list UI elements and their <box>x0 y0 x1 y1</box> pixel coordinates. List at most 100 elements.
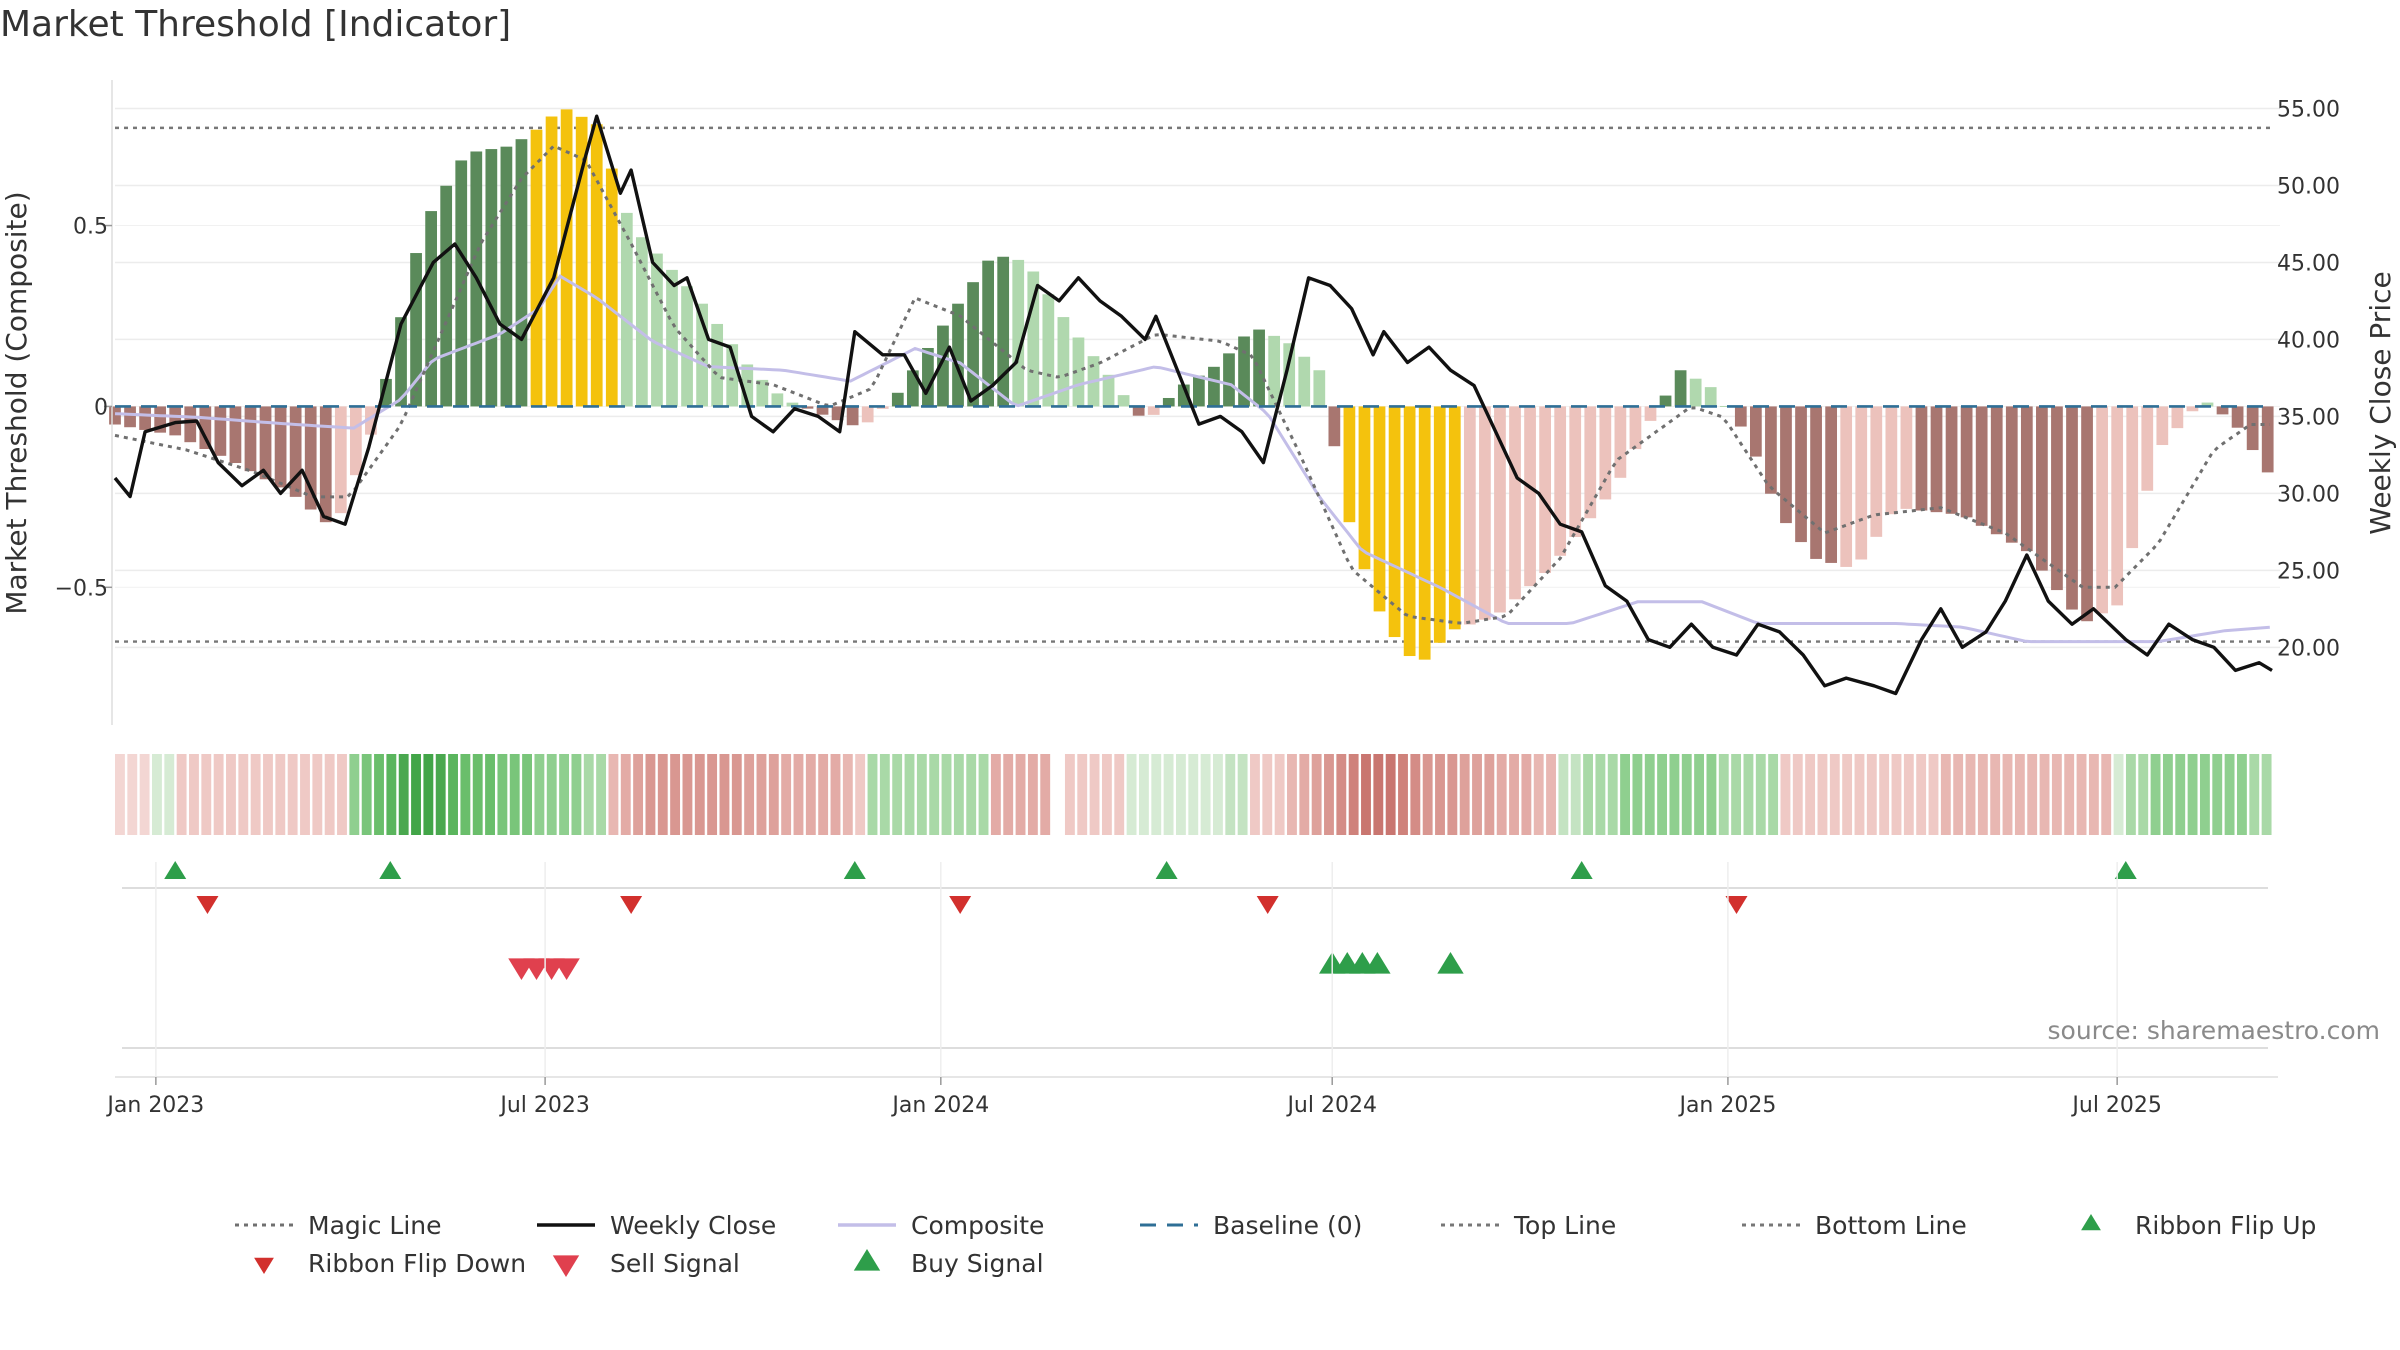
ribbon-segment <box>929 754 940 835</box>
composite-bar <box>2020 406 2033 552</box>
ribbon-segment <box>2212 754 2223 835</box>
y-axis-label-left: Market Threshold (Composite) <box>0 191 33 614</box>
legend-label: Top Line <box>1513 1211 1616 1240</box>
ribbon-segment <box>1595 754 1606 835</box>
ribbon-segment <box>855 754 866 835</box>
composite-bar <box>1509 406 1521 600</box>
ribbon-segment <box>2002 754 2013 835</box>
ribbon-flip-up-marker <box>843 861 866 879</box>
ribbon-segment <box>1459 754 1470 835</box>
composite-bar <box>726 344 739 407</box>
composite-bar <box>1238 336 1250 407</box>
composite-bar <box>1283 343 1296 407</box>
ribbon-segment <box>1755 754 1766 835</box>
ribbon-flip-up-marker <box>1155 861 1178 879</box>
legend-item: Baseline (0) <box>1140 1211 1362 1240</box>
x-tick-label: Jan 2023 <box>105 1093 204 1118</box>
legend-swatch <box>552 1255 580 1277</box>
weekly-close-line <box>113 114 2273 696</box>
ribbon-segment <box>1151 754 1162 835</box>
ribbon-segment <box>694 754 705 835</box>
composite-bar <box>1494 406 1506 613</box>
ribbon-segment <box>1262 754 1273 835</box>
composite-bar <box>2126 406 2139 549</box>
composite-bar <box>1780 406 1792 524</box>
composite-bar <box>651 253 663 407</box>
ribbon-segment <box>411 754 421 835</box>
y-tick-label-right: 35.00 <box>2277 405 2340 430</box>
composite-bar <box>139 406 151 430</box>
ribbon-segment <box>1768 754 1779 835</box>
composite-bar <box>1132 406 1145 416</box>
ribbon-segment <box>1163 754 1174 835</box>
ribbon-segment <box>818 754 829 835</box>
ribbon-segment <box>1854 754 1865 835</box>
ribbon-segment <box>1521 754 1532 835</box>
composite-bar <box>1177 384 1190 407</box>
ribbon-segment <box>374 754 384 835</box>
ribbon-segment <box>1657 754 1668 835</box>
composite-bar <box>1599 406 1612 500</box>
ribbon-flip-up-marker <box>1570 861 1593 879</box>
legend-label: Buy Signal <box>911 1249 1044 1278</box>
composite-bar <box>199 406 212 450</box>
legend-item: Weekly Close <box>537 1211 776 1240</box>
composite-bar <box>304 406 317 510</box>
composite-bar <box>319 406 332 523</box>
ribbon-segment <box>460 754 471 835</box>
ribbon-segment <box>719 754 730 835</box>
y-tick-label-right: 20.00 <box>2277 636 2340 661</box>
composite-bar <box>380 378 392 407</box>
ribbon-segment <box>953 754 964 835</box>
composite-bar <box>1463 406 1476 625</box>
composite-bar <box>425 211 438 407</box>
source-credit: source: sharemaestro.com <box>2048 1016 2381 1045</box>
ribbon-segment <box>830 754 841 835</box>
signal-markers <box>122 861 2268 1049</box>
composite-bar <box>1298 356 1311 407</box>
composite-bar <box>1027 271 1040 407</box>
ribbon-segment <box>1348 754 1359 835</box>
ribbon-segment <box>263 754 273 835</box>
ribbon-segment <box>1015 754 1026 835</box>
composite-bar <box>259 406 272 480</box>
composite-bar <box>1810 406 1822 559</box>
ribbon-segment <box>139 754 150 835</box>
composite-bar <box>1674 370 1687 407</box>
ribbon-segment <box>1632 754 1643 835</box>
composite-bar <box>1900 406 1913 509</box>
composite-bar <box>741 364 754 407</box>
ribbon-segment <box>127 754 138 835</box>
ribbon-segment <box>781 754 792 835</box>
composite-bar <box>711 323 724 407</box>
ribbon-segment <box>2199 754 2210 835</box>
composite-bar <box>455 160 468 407</box>
ribbon-segment <box>2138 754 2149 835</box>
composite-bar <box>1704 387 1717 407</box>
composite-bar <box>154 406 167 433</box>
ribbon-segment <box>2076 754 2087 835</box>
composite-bar <box>1328 406 1341 447</box>
y-tick-label-right: 45.00 <box>2277 251 2340 276</box>
ribbon-flip-up-marker <box>2114 861 2137 879</box>
ribbon-segment <box>1447 754 1458 835</box>
ribbon-segment <box>522 754 532 835</box>
composite-bar <box>906 370 919 407</box>
composite-bar <box>2066 406 2078 610</box>
composite-bar <box>1734 406 1747 427</box>
ribbon-segment <box>2039 754 2050 835</box>
composite-bar <box>2171 406 2184 429</box>
composite-bar <box>1208 366 1220 407</box>
ribbon-segment <box>534 754 545 835</box>
ribbon-segment <box>1570 754 1581 835</box>
legend-item: Bottom Line <box>1742 1211 1967 1240</box>
composite-bar <box>440 185 453 407</box>
composite-bar <box>289 406 302 497</box>
composite-bar <box>485 149 498 407</box>
composite-bar <box>1313 370 1326 407</box>
composite-bar <box>214 406 227 456</box>
composite-bar <box>1223 353 1235 407</box>
legend-swatch <box>2081 1214 2101 1231</box>
composite-bar <box>1373 406 1386 612</box>
ribbon-segment <box>361 754 372 835</box>
